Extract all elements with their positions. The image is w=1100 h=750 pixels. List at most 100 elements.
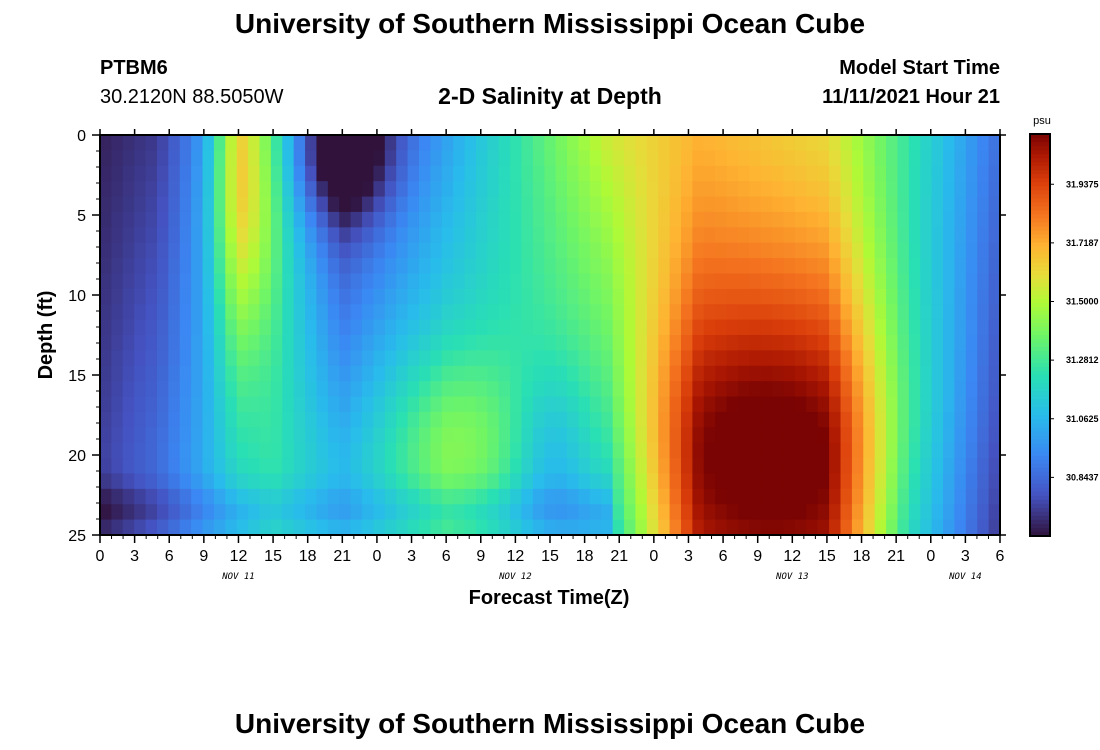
heatmap-cell xyxy=(977,319,990,336)
heatmap-cell xyxy=(418,319,431,336)
x-tick-label: 9 xyxy=(753,548,762,565)
heatmap-cell xyxy=(441,227,454,244)
heatmap-cells xyxy=(100,135,1001,536)
heatmap-cell xyxy=(703,504,716,521)
heatmap-cell xyxy=(179,165,192,182)
heatmap-cell xyxy=(339,196,352,213)
heatmap-cell xyxy=(430,488,443,505)
heatmap-cell xyxy=(567,381,580,398)
heatmap-cell xyxy=(453,350,466,367)
heatmap-cell xyxy=(783,273,796,290)
heatmap-cell xyxy=(521,273,534,290)
heatmap-cell xyxy=(658,411,671,428)
heatmap-cell xyxy=(612,150,625,167)
heatmap-cell xyxy=(658,304,671,321)
heatmap-cell xyxy=(441,165,454,182)
heatmap-cell xyxy=(225,427,238,444)
heatmap-cell xyxy=(555,411,568,428)
heatmap-cell xyxy=(977,381,990,398)
heatmap-cell xyxy=(794,211,807,228)
heatmap-cell xyxy=(601,473,614,490)
heatmap-cell xyxy=(327,196,340,213)
heatmap-cell xyxy=(521,473,534,490)
heatmap-cell xyxy=(601,396,614,413)
heatmap-cell xyxy=(863,411,876,428)
heatmap-cell xyxy=(589,181,602,198)
heatmap-cell xyxy=(305,350,318,367)
heatmap-cell xyxy=(350,365,363,382)
heatmap-cell xyxy=(418,196,431,213)
heatmap-cell xyxy=(726,258,739,275)
heatmap-cell xyxy=(544,196,557,213)
heatmap-cell xyxy=(817,227,830,244)
heatmap-cell xyxy=(316,411,329,428)
heatmap-cell xyxy=(532,458,545,475)
heatmap-cell xyxy=(305,427,318,444)
heatmap-cell xyxy=(532,273,545,290)
heatmap-cell xyxy=(624,273,637,290)
heatmap-cell xyxy=(817,181,830,198)
heatmap-cell xyxy=(681,519,693,536)
heatmap-cell xyxy=(658,427,671,444)
heatmap-cell xyxy=(703,319,716,336)
heatmap-cell xyxy=(156,442,169,459)
heatmap-cell xyxy=(213,519,226,536)
heatmap-cell xyxy=(578,381,591,398)
heatmap-cell xyxy=(806,427,819,444)
heatmap-cell xyxy=(156,150,169,167)
heatmap-cell xyxy=(111,396,124,413)
heatmap-cell xyxy=(840,288,853,305)
heatmap-cell xyxy=(783,427,796,444)
heatmap-cell xyxy=(213,381,226,398)
heatmap-cell xyxy=(954,242,967,259)
heatmap-cell xyxy=(897,411,910,428)
heatmap-cell xyxy=(179,504,192,521)
heatmap-cell xyxy=(578,135,591,151)
heatmap-cell xyxy=(339,211,352,228)
heatmap-cell xyxy=(316,488,329,505)
heatmap-cell xyxy=(259,196,272,213)
heatmap-cell xyxy=(703,411,716,428)
heatmap-cell xyxy=(100,427,112,444)
heatmap-cell xyxy=(931,181,944,198)
heatmap-cell xyxy=(897,335,910,351)
heatmap-cell xyxy=(635,288,648,305)
heatmap-cell xyxy=(179,335,192,351)
heatmap-cell xyxy=(977,150,990,167)
heatmap-cell xyxy=(589,273,602,290)
heatmap-cell xyxy=(646,335,659,351)
heatmap-cell xyxy=(544,350,557,367)
heatmap-cell xyxy=(134,150,147,167)
x-tick-label: 21 xyxy=(333,548,351,565)
heatmap-cell xyxy=(817,211,830,228)
day-label: NOV 12 xyxy=(498,572,532,582)
heatmap-cell xyxy=(179,473,192,490)
heatmap-cell xyxy=(703,458,716,475)
heatmap-cell xyxy=(578,319,591,336)
heatmap-cell xyxy=(225,150,238,167)
heatmap-cell xyxy=(658,227,671,244)
heatmap-cell xyxy=(943,288,956,305)
heatmap-cell xyxy=(213,165,226,182)
heatmap-cell xyxy=(145,319,158,336)
heatmap-cell xyxy=(658,504,671,521)
heatmap-cell xyxy=(646,304,659,321)
heatmap-cell xyxy=(225,273,238,290)
heatmap-cell xyxy=(202,504,215,521)
heatmap-cell xyxy=(977,488,990,505)
heatmap-cell xyxy=(293,427,306,444)
heatmap-cell xyxy=(772,488,785,505)
heatmap-cell xyxy=(783,227,796,244)
heatmap-cell xyxy=(863,288,876,305)
heatmap-cell xyxy=(624,242,637,259)
heatmap-cell xyxy=(578,504,591,521)
heatmap-cell xyxy=(475,288,488,305)
heatmap-cell xyxy=(532,135,545,151)
colorbar-segment xyxy=(1030,142,1050,147)
heatmap-cell xyxy=(624,396,637,413)
heatmap-cell xyxy=(863,365,876,382)
heatmap-cell xyxy=(213,350,226,367)
heatmap-cell xyxy=(213,411,226,428)
heatmap-cell xyxy=(498,427,511,444)
heatmap-cell xyxy=(737,427,750,444)
